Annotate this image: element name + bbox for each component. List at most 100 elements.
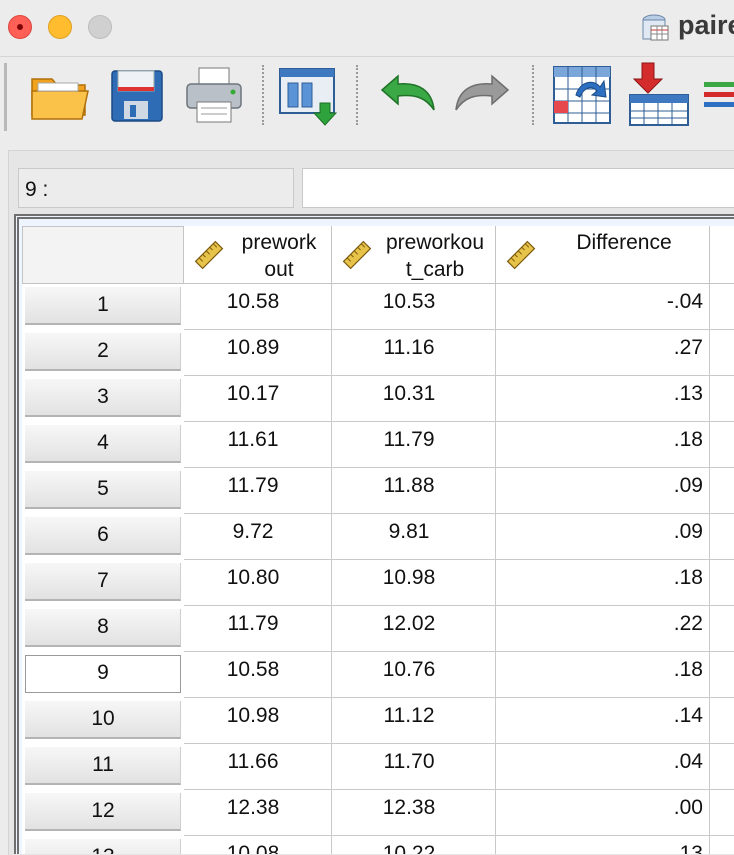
data-cell[interactable]: 10.98 <box>184 698 332 744</box>
data-cell[interactable]: 10.89 <box>184 330 332 376</box>
data-cell[interactable]: 12.38 <box>332 790 496 836</box>
empty-cell[interactable] <box>710 652 734 698</box>
data-cell[interactable]: 12.38 <box>184 790 332 836</box>
toolbar-grip[interactable] <box>4 63 7 131</box>
data-cell[interactable]: 10.17 <box>184 376 332 422</box>
zoom-window-button[interactable] <box>88 15 112 39</box>
row-header-button[interactable] <box>25 793 181 831</box>
row-header-button[interactable] <box>25 563 181 601</box>
row-header-button[interactable] <box>25 839 181 854</box>
data-cell[interactable]: 10.22 <box>332 836 496 854</box>
data-cell[interactable]: .00 <box>496 790 710 836</box>
row-header-button[interactable] <box>25 609 181 647</box>
empty-cell[interactable] <box>710 790 734 836</box>
row-header[interactable]: 13 <box>22 836 184 854</box>
data-cell[interactable]: .22 <box>496 606 710 652</box>
save-button[interactable] <box>104 61 168 129</box>
row-header[interactable]: 11 <box>22 744 184 790</box>
row-header-button[interactable] <box>25 471 181 509</box>
cell-value-editor[interactable] <box>302 168 734 208</box>
empty-cell[interactable] <box>710 698 734 744</box>
data-cell[interactable]: 10.58 <box>184 284 332 330</box>
data-cell[interactable]: 10.53 <box>332 284 496 330</box>
data-cell[interactable]: .13 <box>496 376 710 422</box>
row-header[interactable]: 9 <box>22 652 184 698</box>
column-header[interactable]: preworkou t_carb <box>332 226 496 284</box>
close-window-button[interactable] <box>8 15 32 39</box>
data-cell[interactable]: 10.76 <box>332 652 496 698</box>
data-cell[interactable]: 10.58 <box>184 652 332 698</box>
undo-button[interactable] <box>374 61 438 129</box>
data-cell[interactable]: 11.70 <box>332 744 496 790</box>
insert-cases-icon <box>629 62 689 126</box>
row-header-button[interactable] <box>25 333 181 371</box>
row-header[interactable]: 3 <box>22 376 184 422</box>
data-cell[interactable]: 9.72 <box>184 514 332 560</box>
insert-cases-button[interactable] <box>626 61 690 129</box>
data-cell[interactable]: 10.80 <box>184 560 332 606</box>
row-header-button[interactable] <box>25 655 181 693</box>
row-header[interactable]: 4 <box>22 422 184 468</box>
row-header[interactable]: 10 <box>22 698 184 744</box>
row-header-button[interactable] <box>25 701 181 739</box>
data-cell[interactable]: 11.66 <box>184 744 332 790</box>
data-cell[interactable]: 11.79 <box>332 422 496 468</box>
empty-cell[interactable] <box>710 376 734 422</box>
empty-cell[interactable] <box>710 284 734 330</box>
data-cell[interactable]: 11.88 <box>332 468 496 514</box>
data-cell[interactable]: 12.02 <box>332 606 496 652</box>
empty-cell[interactable] <box>710 836 734 854</box>
column-header[interactable]: Difference <box>496 226 710 284</box>
row-header[interactable]: 8 <box>22 606 184 652</box>
data-cell[interactable]: .09 <box>496 514 710 560</box>
row-header[interactable]: 2 <box>22 330 184 376</box>
data-cell[interactable]: 11.12 <box>332 698 496 744</box>
cell-value: 10.98 <box>382 566 436 589</box>
empty-cell[interactable] <box>710 514 734 560</box>
data-cell[interactable]: .09 <box>496 468 710 514</box>
grid-corner[interactable] <box>22 226 184 284</box>
data-cell[interactable]: 10.31 <box>332 376 496 422</box>
print-button[interactable] <box>182 61 246 129</box>
data-cell[interactable]: .27 <box>496 330 710 376</box>
data-cell[interactable]: .13 <box>496 836 710 854</box>
open-data-button[interactable] <box>28 61 92 129</box>
row-header-button[interactable] <box>25 379 181 417</box>
cell-value: 10.08 <box>226 842 280 854</box>
empty-cell[interactable] <box>710 468 734 514</box>
row-header-button[interactable] <box>25 425 181 463</box>
empty-cell[interactable] <box>710 744 734 790</box>
variables-button[interactable] <box>700 61 734 129</box>
column-header-empty[interactable] <box>710 226 734 284</box>
empty-cell[interactable] <box>710 606 734 652</box>
column-header[interactable]: prework out <box>184 226 332 284</box>
data-cell[interactable]: .18 <box>496 652 710 698</box>
row-header[interactable]: 5 <box>22 468 184 514</box>
data-cell[interactable]: 10.98 <box>332 560 496 606</box>
data-cell[interactable]: .18 <box>496 422 710 468</box>
go-to-case-button[interactable] <box>550 61 614 129</box>
empty-cell[interactable] <box>710 560 734 606</box>
minimize-window-button[interactable] <box>48 15 72 39</box>
data-cell[interactable]: 11.79 <box>184 606 332 652</box>
data-cell[interactable]: 9.81 <box>332 514 496 560</box>
row-header-button[interactable] <box>25 517 181 555</box>
data-cell[interactable]: 11.16 <box>332 330 496 376</box>
empty-cell[interactable] <box>710 330 734 376</box>
recall-dialog-button[interactable] <box>276 61 340 129</box>
data-cell[interactable]: 11.79 <box>184 468 332 514</box>
row-header[interactable]: 1 <box>22 284 184 330</box>
data-cell[interactable]: .18 <box>496 560 710 606</box>
row-header[interactable]: 12 <box>22 790 184 836</box>
data-cell[interactable]: .14 <box>496 698 710 744</box>
data-cell[interactable]: .04 <box>496 744 710 790</box>
row-header-button[interactable] <box>25 287 181 325</box>
data-cell[interactable]: -.04 <box>496 284 710 330</box>
row-header[interactable]: 6 <box>22 514 184 560</box>
data-cell[interactable]: 10.08 <box>184 836 332 854</box>
row-header-button[interactable] <box>25 747 181 785</box>
empty-cell[interactable] <box>710 422 734 468</box>
data-cell[interactable]: 11.61 <box>184 422 332 468</box>
row-header[interactable]: 7 <box>22 560 184 606</box>
redo-button[interactable] <box>452 61 516 129</box>
